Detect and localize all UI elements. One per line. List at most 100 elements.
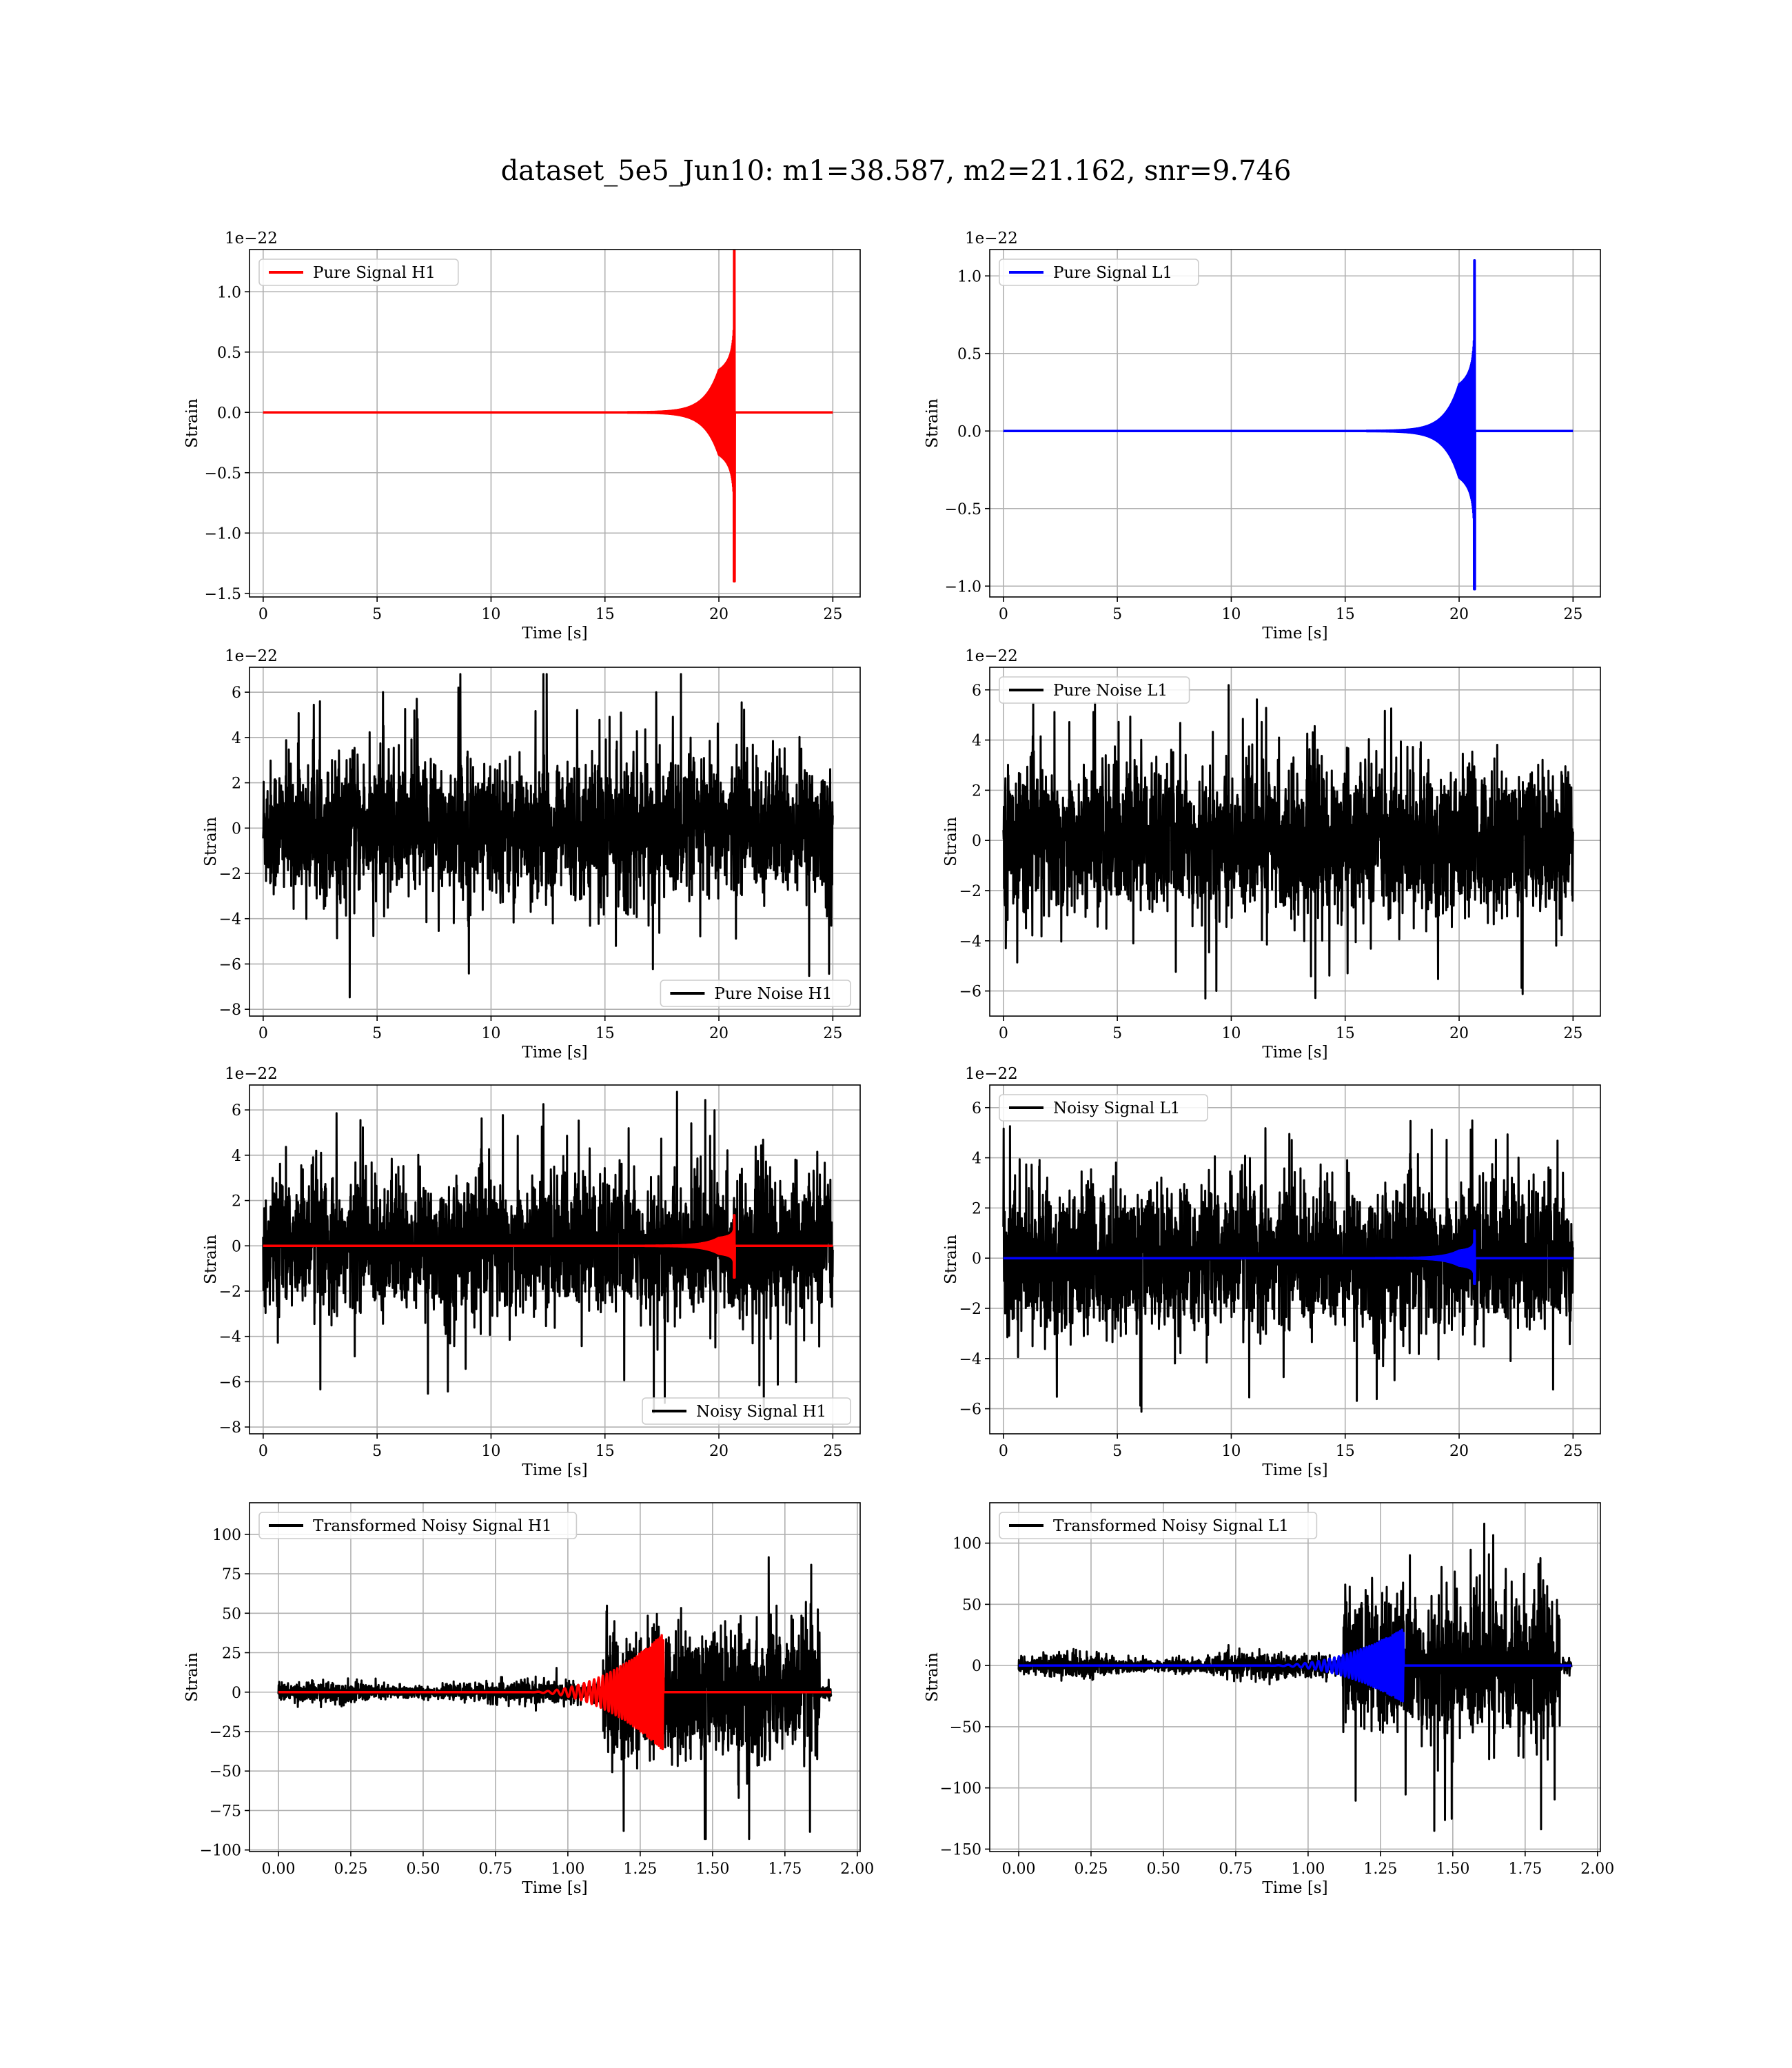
y-tick-label: −8 <box>219 1002 241 1019</box>
legend-frame <box>999 1512 1318 1539</box>
y-tick-label: 75 <box>222 1566 241 1583</box>
x-tick-label: 0 <box>999 1443 1008 1460</box>
x-tick-label: 20 <box>1449 1025 1469 1042</box>
legend-label: Pure Noise H1 <box>714 985 832 1003</box>
legend-frame <box>258 1512 578 1539</box>
y-axis-label: Strain <box>924 398 941 448</box>
axes-frame <box>989 667 1601 1017</box>
plot-area <box>277 1556 833 1841</box>
y-tick-label: 25 <box>222 1645 241 1663</box>
y-axis-label: Strain <box>202 817 220 866</box>
y-tick-label: 100 <box>953 1536 981 1553</box>
y-tick-label: −6 <box>959 984 981 1001</box>
series-line-2 <box>262 1214 834 1279</box>
x-tick-label: 20 <box>1449 606 1469 623</box>
y-tick-label: 0 <box>972 1658 981 1675</box>
y-tick-label: 0 <box>232 820 241 838</box>
x-tick-label: 10 <box>481 606 500 623</box>
y-tick-label: −2 <box>959 883 981 900</box>
legend-frame <box>642 1397 851 1425</box>
y-tick-label: 0.0 <box>957 423 981 440</box>
x-tick-label: 1.00 <box>1291 1861 1325 1878</box>
grid-lines <box>990 250 1600 597</box>
series-line-1 <box>262 250 834 583</box>
y-tick-label: 0 <box>972 1250 981 1268</box>
x-tick-label: 5 <box>1112 1443 1122 1460</box>
x-tick-label: 1.50 <box>695 1861 729 1878</box>
series-line-1 <box>1002 259 1574 591</box>
axes-frame <box>989 1502 1601 1852</box>
x-tick-label: 0 <box>258 1025 268 1042</box>
y-tick-label: −25 <box>210 1724 241 1741</box>
series-line-1 <box>1002 684 1574 1000</box>
y-tick-label: −100 <box>940 1781 981 1798</box>
x-axis-label: Time [s] <box>522 1879 587 1897</box>
y-tick-label: 0 <box>232 1238 241 1255</box>
x-tick-label: 25 <box>1563 1025 1582 1042</box>
y-tick-label: 4 <box>972 1150 981 1168</box>
axes-frame <box>249 1084 861 1435</box>
legend: Transformed Noisy Signal L1 <box>999 1512 1318 1539</box>
x-tick-label: 5 <box>1112 606 1122 623</box>
y-offset-label: 1e−22 <box>225 1065 278 1083</box>
x-tick-label: 5 <box>372 1025 382 1042</box>
y-offset-label: 1e−22 <box>965 1065 1018 1083</box>
y-tick-label: 2 <box>972 1200 981 1217</box>
y-tick-label: −1.5 <box>205 586 241 603</box>
legend-label: Noisy Signal L1 <box>1053 1099 1180 1117</box>
chart-panel-1: 0 5 10 15 20 25 −1.5 −1.0 −0.5 0.0 0.5 1.0 Time [s] S… <box>183 230 861 642</box>
x-tick-label: 20 <box>1449 1443 1469 1460</box>
y-tick-label: 100 <box>212 1527 241 1544</box>
legend-label: Noisy Signal H1 <box>696 1403 826 1421</box>
y-tick-label: 6 <box>232 1102 241 1119</box>
y-tick-label: 4 <box>232 730 241 747</box>
x-tick-label: 20 <box>709 1025 729 1042</box>
y-offset-label: 1e−22 <box>225 647 278 665</box>
x-tick-label: 10 <box>1221 1025 1241 1042</box>
y-tick-label: 0.0 <box>217 405 241 422</box>
series-line-1 <box>262 1091 834 1414</box>
x-tick-label: 1.75 <box>768 1861 802 1878</box>
x-tick-label: 5 <box>372 1443 382 1460</box>
x-axis-label: Time [s] <box>1262 1461 1327 1479</box>
legend-frame <box>999 676 1190 704</box>
y-tick-label: −2 <box>959 1301 981 1318</box>
x-tick-label: 25 <box>823 1443 842 1460</box>
plot-area <box>1002 1119 1574 1413</box>
legend: Noisy Signal H1 <box>642 1397 851 1425</box>
x-tick-label: 15 <box>1336 606 1355 623</box>
chart-panel-5: 0 5 10 15 20 25 −8 −6 −4 −2 0 2 4 6 Time [s] Strain 1e−2… <box>202 1065 861 1479</box>
chart-panel-3: 0 5 10 15 20 25 −8 −6 −4 −2 0 2 4 6 Time [s] Strain 1e−2… <box>202 647 861 1062</box>
legend: Pure Noise L1 <box>999 676 1190 704</box>
legend-label: Pure Signal H1 <box>313 264 436 282</box>
y-tick-label: 4 <box>232 1148 241 1165</box>
plot-area <box>1002 684 1574 1000</box>
x-tick-label: 25 <box>1563 606 1582 623</box>
x-axis-label: Time [s] <box>1262 1879 1327 1897</box>
x-tick-label: 20 <box>709 606 729 623</box>
x-tick-label: 0.75 <box>1219 1861 1252 1878</box>
chart-panel-6: 0 5 10 15 20 25 −6 −4 −2 0 2 4 6 Time [s] Strain 1e−22 N… <box>942 1065 1601 1479</box>
legend-label: Transformed Noisy Signal H1 <box>313 1517 552 1535</box>
series-line-1 <box>277 1556 833 1841</box>
y-tick-label: −75 <box>210 1803 241 1820</box>
chart-panel-4: 0 5 10 15 20 25 −6 −4 −2 0 2 4 6 Time [s] Strain 1e−22 P… <box>942 647 1601 1062</box>
x-tick-label: 0.25 <box>1074 1861 1108 1878</box>
x-tick-label: 15 <box>1336 1025 1355 1042</box>
figure-title: dataset_5e5_Jun10: m1=38.587, m2=21.162,… <box>500 155 1292 187</box>
legend-frame <box>999 1094 1208 1122</box>
axes-frame <box>249 1502 861 1852</box>
x-tick-label: 0 <box>999 1025 1008 1042</box>
x-tick-label: 0.00 <box>1001 1861 1035 1878</box>
legend: Pure Signal L1 <box>999 258 1199 286</box>
x-tick-label: 1.75 <box>1508 1861 1542 1878</box>
y-tick-label: 2 <box>232 1193 241 1210</box>
grid-lines <box>250 250 860 597</box>
series-line-1 <box>1017 1522 1573 1832</box>
y-axis-label: Strain <box>183 398 201 448</box>
x-tick-label: 10 <box>1221 606 1241 623</box>
y-offset-label: 1e−22 <box>225 230 278 247</box>
x-tick-label: 20 <box>709 1443 729 1460</box>
axes-frame <box>989 249 1601 598</box>
chart-panel-8: 0.00 0.25 0.50 0.75 1.00 1.25 1.50 1.75 2.00 −150… <box>924 1502 1614 1897</box>
